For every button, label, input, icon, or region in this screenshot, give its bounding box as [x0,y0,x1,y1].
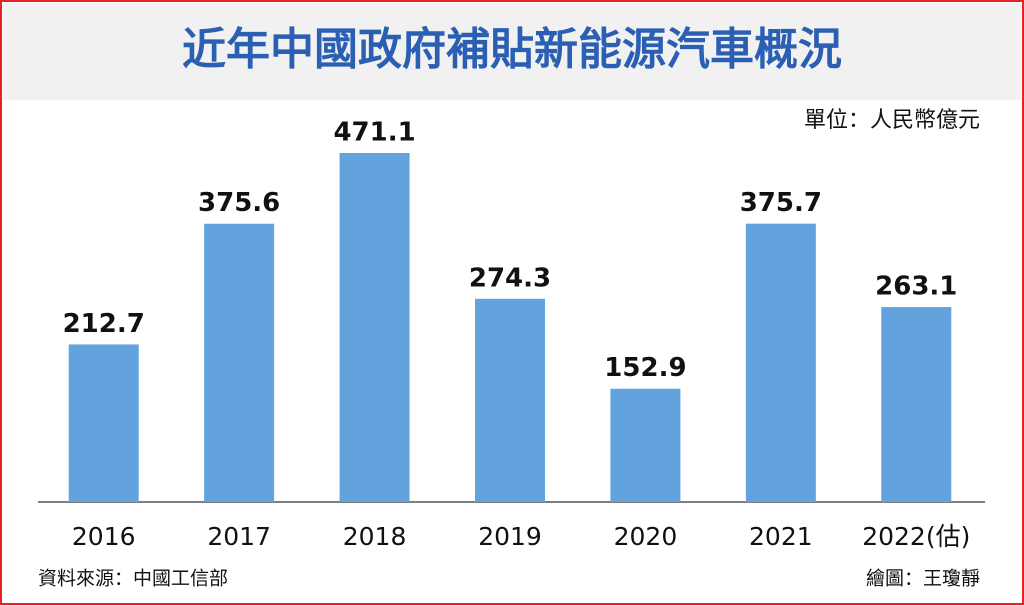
x-tick-label: 2018 [343,522,407,551]
value-label: 212.7 [63,309,145,339]
value-label: 471.1 [333,118,415,148]
bar [339,153,410,502]
source-note: 資料來源：中國工信部 [38,568,228,590]
x-tick-label: 2017 [207,522,271,551]
x-tick-label: 2021 [749,522,813,551]
x-tick-label: 2022(估) [862,522,970,551]
value-label: 274.3 [469,263,551,293]
bar [204,223,275,503]
x-tick-label: 2020 [614,522,678,551]
bar [475,298,545,502]
bar [745,223,816,502]
value-label: 152.9 [604,353,686,383]
credit-note: 繪圖：王瓊靜 [866,568,980,590]
x-tick-label: 2019 [478,522,542,551]
bar [68,344,139,502]
unit-label: 單位：人民幣億元 [804,108,980,133]
bar [610,388,681,502]
chart-title: 近年中國政府補貼新能源汽車概況 [182,24,842,75]
bar [881,307,952,502]
value-label: 375.7 [740,188,822,218]
title-band [3,3,1021,100]
value-label: 375.6 [198,188,280,218]
x-tick-label: 2016 [72,522,136,551]
value-label: 263.1 [875,272,957,302]
